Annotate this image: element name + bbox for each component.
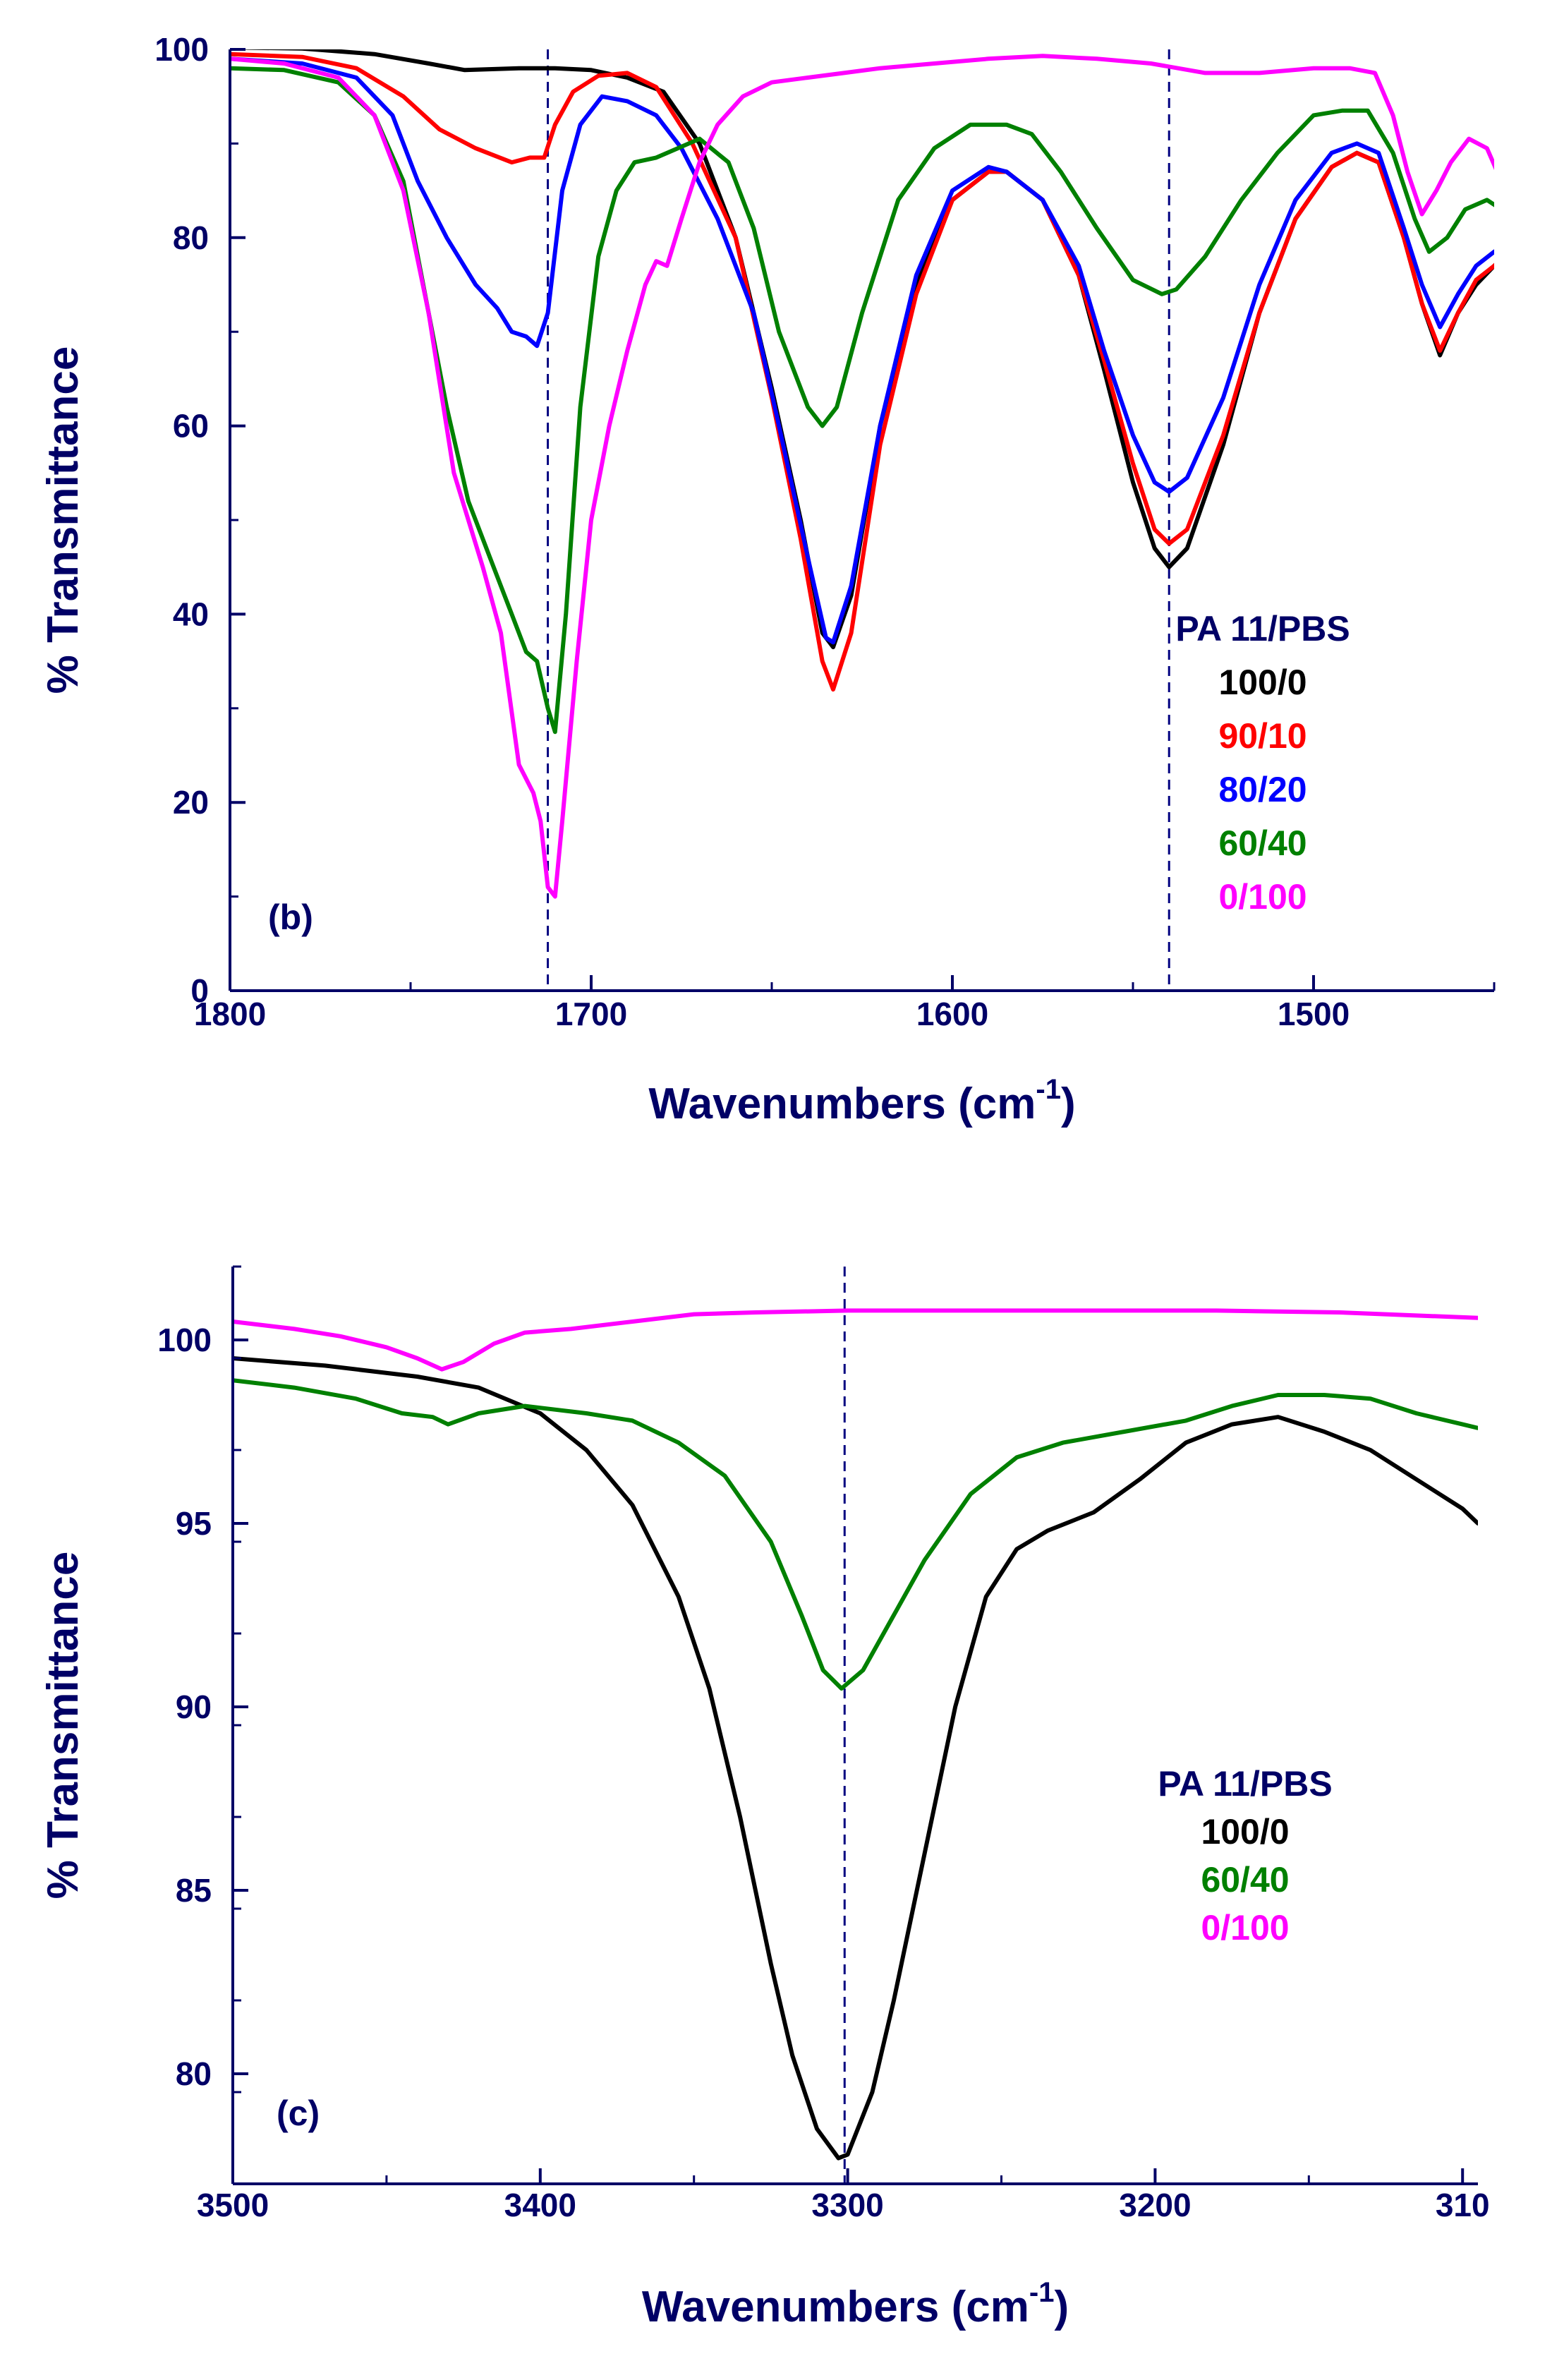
legend-title: PA 11/PBS bbox=[1158, 1764, 1332, 1804]
y-axis-title: % Transmittance bbox=[39, 1552, 87, 1899]
panel-label: (c) bbox=[277, 2094, 320, 2133]
x-axis-title-end: ) bbox=[1061, 1080, 1076, 1128]
x-axis-title-main: Wavenumbers (cm bbox=[648, 1080, 1036, 1128]
panel-label: (b) bbox=[268, 898, 313, 937]
y-tick-label: 100 bbox=[154, 31, 209, 68]
x-tick-label: 3300 bbox=[811, 2187, 883, 2223]
series-line-0-100 bbox=[233, 1308, 1478, 1372]
x-axis-title-main: Wavenumbers (cm bbox=[642, 2283, 1029, 2331]
y-axis-title: % Transmittance bbox=[39, 346, 87, 694]
x-tick-label: 1600 bbox=[916, 996, 988, 1032]
legend-entry: 60/40 bbox=[1218, 823, 1307, 863]
series-line-80-20 bbox=[230, 56, 1494, 645]
legend-entry: 0/100 bbox=[1201, 1908, 1289, 1947]
x-axis-title: Wavenumbers (cm-1) bbox=[648, 1074, 1075, 1128]
x-axis-title-superscript: -1 bbox=[1036, 1074, 1061, 1105]
y-tick-label: 20 bbox=[173, 784, 209, 821]
series-line-0-100 bbox=[230, 54, 1494, 899]
legend-entry: 60/40 bbox=[1201, 1860, 1289, 1899]
x-axis-title: Wavenumbers (cm-1) bbox=[642, 2277, 1069, 2331]
series-line-60-40 bbox=[230, 66, 1494, 735]
x-tick-label: 1500 bbox=[1278, 996, 1350, 1032]
legend-entry: 100/0 bbox=[1201, 1812, 1289, 1852]
x-axis-title-end: ) bbox=[1054, 2283, 1069, 2331]
y-tick-label: 0 bbox=[190, 972, 209, 1009]
x-tick-label: 310 bbox=[1436, 2187, 1490, 2223]
x-tick-label: 3400 bbox=[504, 2187, 576, 2223]
y-tick-label: 40 bbox=[173, 596, 209, 632]
y-tick-label: 60 bbox=[173, 408, 209, 445]
legend-entry: 0/100 bbox=[1218, 877, 1307, 917]
legend-entry: 100/0 bbox=[1218, 663, 1307, 702]
y-tick-label: 95 bbox=[176, 1505, 212, 1542]
x-tick-label: 1700 bbox=[555, 996, 627, 1032]
y-tick-label: 80 bbox=[176, 2055, 212, 2092]
y-tick-label: 100 bbox=[157, 1322, 212, 1358]
legend-title: PA 11/PBS bbox=[1175, 609, 1350, 648]
x-tick-label: 1800 bbox=[194, 996, 266, 1032]
x-tick-label: 3500 bbox=[197, 2187, 269, 2223]
legend-entry: 90/10 bbox=[1218, 716, 1307, 756]
y-tick-label: 90 bbox=[176, 1689, 212, 1725]
series-line-90-10 bbox=[230, 52, 1494, 692]
x-axis-title-superscript: -1 bbox=[1029, 2277, 1055, 2308]
series-line-100-0 bbox=[233, 1356, 1478, 2161]
chart-panel-c: 80 85 90 95 100 3500 3400 3300 3200 310 Wavenumber… bbox=[39, 1265, 1490, 2331]
series-line-60-40 bbox=[233, 1378, 1478, 1691]
y-tick-label: 80 bbox=[173, 219, 209, 256]
legend-entry: 80/20 bbox=[1218, 770, 1307, 809]
x-tick-label: 3200 bbox=[1119, 2187, 1191, 2223]
chart-panel-b: 0 20 40 60 80 100 1800 1700 1600 1500 Wavenumbers … bbox=[39, 31, 1496, 1128]
y-tick-label: 85 bbox=[176, 1872, 212, 1909]
